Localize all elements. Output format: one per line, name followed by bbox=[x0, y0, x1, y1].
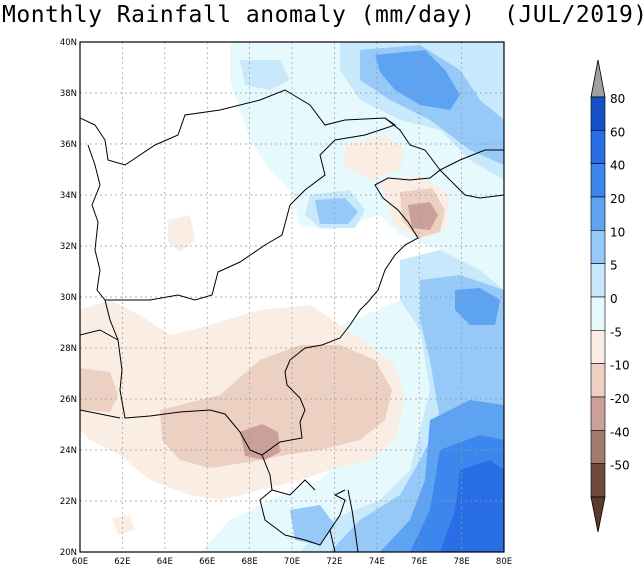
lon-tick-label: 74E bbox=[369, 557, 385, 567]
deeper-blue-southeast bbox=[440, 460, 504, 552]
blue-region-west bbox=[240, 60, 290, 90]
colorbar-label: -40 bbox=[610, 425, 630, 439]
pakistan-border bbox=[104, 117, 441, 456]
gujarat-coast bbox=[259, 489, 346, 552]
lon-tick-label: 80E bbox=[496, 557, 512, 567]
colorbar-swatch bbox=[590, 330, 606, 364]
colorbar-label: -10 bbox=[610, 359, 630, 373]
colorbar-label: 20 bbox=[610, 192, 625, 206]
lon-tick-label: 64E bbox=[157, 557, 173, 567]
colorbar-swatch bbox=[590, 296, 606, 331]
lat-tick-label: 34N bbox=[60, 191, 77, 201]
colorbar-label: 0 bbox=[610, 292, 618, 306]
plot-frame bbox=[79, 41, 505, 553]
colorbar-swatch bbox=[590, 230, 606, 264]
colorbar-label: 10 bbox=[610, 225, 625, 239]
colorbar-label: 60 bbox=[610, 125, 625, 139]
lat-tick-label: 30N bbox=[60, 293, 77, 303]
lat-tick-label: 32N bbox=[60, 242, 77, 252]
lat-tick-label: 26N bbox=[60, 395, 77, 405]
afghanistan-border bbox=[80, 89, 397, 301]
lat-tick-label: 20N bbox=[60, 548, 77, 558]
lon-tick-label: 60E bbox=[72, 557, 88, 567]
peach-patch-north-2 bbox=[345, 135, 405, 180]
colorbar-swatch bbox=[590, 96, 606, 131]
colorbar-label: -20 bbox=[610, 392, 630, 406]
mid-blue-center bbox=[315, 198, 358, 224]
lat-tick-label: 38N bbox=[60, 89, 77, 99]
colorbar-swatch bbox=[590, 430, 606, 464]
colorbar-label: 40 bbox=[610, 159, 625, 173]
colorbar-swatch bbox=[590, 196, 606, 231]
lon-tick-label: 66E bbox=[199, 557, 215, 567]
peach-patch-north-1 bbox=[168, 215, 195, 252]
lat-tick-label: 24N bbox=[60, 446, 77, 456]
lat-tick-label: 36N bbox=[60, 140, 77, 150]
lon-tick-label: 62E bbox=[114, 557, 130, 567]
brown-patch bbox=[240, 424, 280, 460]
colorbar-swatch bbox=[590, 396, 606, 431]
latitude-labels: 20N 22N 24N 26N 28N 30N 32N 34N 36N 38N 40N bbox=[60, 38, 77, 558]
colorbar-swatch bbox=[590, 163, 606, 198]
dark-blue-north bbox=[375, 50, 460, 110]
west-coast bbox=[347, 489, 359, 552]
iran-border bbox=[80, 329, 121, 419]
lat-tick-label: 22N bbox=[60, 497, 77, 507]
colorbar-label: 80 bbox=[610, 92, 625, 106]
india-border bbox=[261, 149, 504, 496]
colorbar-label: -50 bbox=[610, 459, 630, 473]
peach-patch-south bbox=[112, 515, 135, 535]
lon-tick-label: 72E bbox=[326, 557, 342, 567]
tan-region-west bbox=[80, 368, 118, 412]
map-period: (JUL/2019) bbox=[504, 2, 643, 28]
lon-tick-label: 70E bbox=[284, 557, 300, 567]
colorbar-under-triangle bbox=[590, 496, 606, 533]
grid-lines bbox=[80, 42, 504, 552]
colorbar-swatch bbox=[590, 130, 606, 164]
blue-patch-south bbox=[290, 505, 335, 545]
colorbar-over-triangle bbox=[590, 59, 606, 98]
lon-tick-label: 76E bbox=[411, 557, 427, 567]
colorbar-label: 5 bbox=[610, 259, 618, 273]
lat-tick-label: 28N bbox=[60, 344, 77, 354]
colorbar-label: -5 bbox=[610, 325, 622, 339]
colorbar: 80 60 40 20 10 5 0 -5 -10 -20 -40 -50 bbox=[590, 59, 630, 533]
lon-tick-label: 68E bbox=[242, 557, 258, 567]
colorbar-swatch bbox=[590, 263, 606, 298]
map-title: Monthly Rainfall anomaly (mm/day) (JUL/2… bbox=[2, 2, 643, 28]
lon-tick-label: 78E bbox=[454, 557, 470, 567]
tan-region-main bbox=[160, 345, 392, 468]
country-borders bbox=[80, 89, 504, 552]
colorbar-swatch bbox=[590, 363, 606, 398]
colorbar-swatch bbox=[590, 463, 606, 498]
brown-patch-north bbox=[408, 202, 438, 230]
lat-tick-label: 40N bbox=[60, 38, 77, 48]
longitude-labels: 60E 62E 64E 66E 68E 70E 72E 74E 76E 78E 80E bbox=[72, 557, 512, 567]
